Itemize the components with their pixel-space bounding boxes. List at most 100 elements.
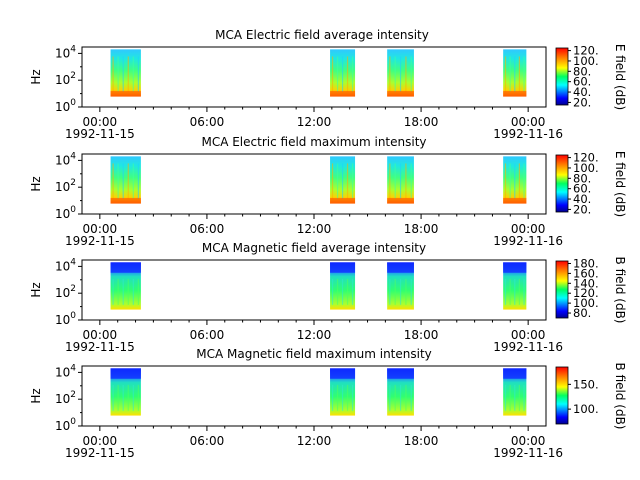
plot-frame — [81, 259, 547, 321]
y-tick-label: 102 — [55, 390, 76, 406]
y-axis-label: Hz — [29, 69, 43, 84]
colorbar-tick-label: 120. — [573, 286, 599, 300]
colorbar-tick-label: 100. — [573, 161, 599, 175]
spectrogram-lowfreq-band — [110, 90, 141, 97]
x-tick-label: 00:00 — [83, 434, 118, 448]
y-tick-label: 102 — [55, 71, 76, 87]
x-tick-label: 00:00 — [511, 115, 546, 129]
panel-2: MCA Electric field maximum intensity 100 1… — [29, 135, 627, 248]
colorbar-tick-label: 100. — [573, 402, 599, 416]
colorbar — [555, 47, 569, 106]
colorbar-tick-label: 150. — [573, 377, 599, 391]
colorbar-tick-label: 160. — [573, 266, 599, 280]
colorbar-tick-label: 20. — [573, 202, 591, 216]
x-tick-label: 12:00 — [297, 222, 332, 236]
x-date-label: 1992-11-16 — [493, 234, 563, 248]
x-date-label: 1992-11-15 — [65, 446, 135, 460]
plot-frame — [81, 153, 547, 215]
y-tick-label: 104 — [55, 151, 76, 167]
colorbar-tick-label: 180. — [573, 256, 599, 270]
y-axis-label: Hz — [29, 176, 43, 191]
panel-title: MCA Magnetic field average intensity — [202, 241, 426, 255]
x-date-label: 1992-11-15 — [65, 234, 135, 248]
spectrogram-highfreq-band — [387, 368, 414, 379]
colorbar-tick-label: 60. — [573, 75, 591, 89]
spectrogram-block — [110, 49, 141, 97]
spectrogram-lowfreq-band — [503, 90, 527, 97]
y-tick-label: 104 — [55, 44, 76, 60]
x-tick-label: 18:00 — [404, 328, 439, 342]
spectrogram-highfreq-band — [110, 368, 141, 379]
x-tick-label: 00:00 — [83, 328, 118, 342]
spectrogram-lowfreq-band — [110, 197, 141, 204]
y-tick-label: 102 — [55, 284, 76, 300]
y-tick-label: 100 — [55, 417, 76, 433]
x-tick-label: 18:00 — [404, 222, 439, 236]
x-tick-label: 12:00 — [297, 434, 332, 448]
spectrogram-lowfreq-band — [387, 197, 414, 204]
y-tick-label: 104 — [55, 257, 76, 273]
colorbar-label: E field (dB) — [613, 44, 627, 110]
spectrogram-lowfreq-band — [330, 90, 356, 97]
x-tick-label: 00:00 — [83, 115, 118, 129]
panel-title: MCA Electric field maximum intensity — [201, 135, 426, 149]
colorbar-tick-label: 80. — [573, 64, 591, 78]
x-tick-label: 12:00 — [297, 115, 332, 129]
colorbar — [555, 154, 569, 213]
y-tick-label: 100 — [55, 311, 76, 327]
x-tick-label: 00:00 — [511, 434, 546, 448]
spectrogram-block — [110, 156, 141, 204]
y-axis-label: Hz — [29, 388, 43, 403]
colorbar-tick-label: 80. — [573, 171, 591, 185]
x-date-label: 1992-11-15 — [65, 340, 135, 354]
y-tick-label: 100 — [55, 205, 76, 221]
y-axis-label: Hz — [29, 282, 43, 297]
x-tick-label: 00:00 — [511, 222, 546, 236]
y-tick-label: 104 — [55, 363, 76, 379]
colorbar-label: B field (dB) — [613, 257, 627, 324]
y-tick-label: 100 — [55, 98, 76, 114]
colorbar — [555, 260, 569, 319]
x-tick-label: 00:00 — [83, 222, 118, 236]
plot-frame — [81, 46, 547, 108]
colorbar-tick-label: 80. — [573, 306, 591, 320]
x-tick-label: 18:00 — [404, 434, 439, 448]
x-tick-label: 06:00 — [190, 434, 225, 448]
x-date-label: 1992-11-16 — [493, 340, 563, 354]
colorbar-tick-label: 60. — [573, 182, 591, 196]
colorbar-tick-label: 20. — [573, 95, 591, 109]
x-date-label: 1992-11-15 — [65, 127, 135, 141]
spectrogram-lowfreq-band — [503, 197, 527, 204]
y-tick-label: 102 — [55, 178, 76, 194]
panel-4: MCA Magnetic field maximum intensity 100 1… — [29, 347, 627, 460]
spectrogram-lowfreq-band — [330, 197, 356, 204]
panel-1: MCA Electric field average intensity 100 1… — [29, 28, 627, 141]
x-tick-label: 06:00 — [190, 328, 225, 342]
x-tick-label: 06:00 — [190, 115, 225, 129]
colorbar-tick-label: 120. — [573, 151, 599, 165]
spectrogram-highfreq-band — [387, 262, 414, 273]
x-date-label: 1992-11-16 — [493, 127, 563, 141]
x-date-label: 1992-11-16 — [493, 446, 563, 460]
colorbar-tick-label: 140. — [573, 276, 599, 290]
x-tick-label: 06:00 — [190, 222, 225, 236]
spectrogram-lowfreq-band — [387, 90, 414, 97]
colorbar-tick-label: 120. — [573, 44, 599, 58]
colorbar-tick-label: 100. — [573, 54, 599, 68]
x-tick-label: 00:00 — [511, 328, 546, 342]
colorbar-label: B field (dB) — [613, 363, 627, 430]
spectrogram-highfreq-band — [503, 368, 527, 379]
x-tick-label: 12:00 — [297, 328, 332, 342]
panel-title: MCA Magnetic field maximum intensity — [196, 347, 432, 361]
colorbar — [555, 366, 569, 425]
colorbar-tick-label: 100. — [573, 296, 599, 310]
spectrogram-highfreq-band — [110, 262, 141, 273]
colorbar-tick-label: 40. — [573, 192, 591, 206]
x-tick-label: 18:00 — [404, 115, 439, 129]
plot-frame — [81, 365, 547, 427]
panel-title: MCA Electric field average intensity — [215, 28, 429, 42]
spectrogram-highfreq-band — [330, 262, 356, 273]
spectrogram-highfreq-band — [330, 368, 356, 379]
panel-3: MCA Magnetic field average intensity 100 1… — [29, 241, 627, 354]
